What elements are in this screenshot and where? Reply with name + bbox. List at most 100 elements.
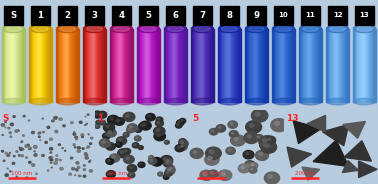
Circle shape [75,175,76,176]
Text: S: S [3,114,9,123]
Circle shape [14,155,15,157]
Circle shape [127,128,133,133]
Circle shape [251,109,268,122]
Circle shape [50,138,53,140]
Circle shape [181,145,183,147]
Text: 5: 5 [192,114,198,123]
Bar [61,29,62,102]
Bar [314,29,315,102]
Text: 2: 2 [65,11,71,20]
Circle shape [141,124,143,126]
Bar [21,29,22,102]
Circle shape [38,132,40,134]
Circle shape [106,143,115,150]
Circle shape [85,154,88,156]
Circle shape [106,125,109,128]
Bar [197,29,198,102]
Ellipse shape [138,98,160,105]
Bar [119,29,121,102]
Bar [208,29,209,102]
Bar [88,29,89,102]
Bar [305,29,306,102]
Bar [229,29,231,102]
Bar [5,29,6,102]
Bar [125,29,126,102]
Bar [116,29,117,102]
Bar [101,29,102,102]
Bar [93,29,94,102]
Circle shape [45,141,47,143]
Circle shape [244,132,259,144]
Circle shape [139,146,141,148]
Circle shape [251,164,254,166]
Polygon shape [342,161,358,173]
Bar [357,29,358,102]
Bar [110,29,112,102]
Circle shape [71,122,73,124]
Circle shape [77,150,80,152]
Circle shape [264,144,269,147]
Bar [363,29,364,102]
Circle shape [34,151,35,152]
Ellipse shape [357,26,372,31]
Bar [358,29,359,102]
Bar [173,29,174,102]
Bar [20,29,21,102]
Bar [341,29,342,102]
Circle shape [178,121,180,123]
Bar [32,29,33,102]
Circle shape [42,155,44,156]
Bar [142,29,143,102]
Circle shape [82,136,84,137]
Bar [103,29,104,102]
Bar [304,29,305,102]
Bar [355,29,356,102]
Bar [186,29,187,102]
Circle shape [23,135,24,136]
Bar [166,29,167,102]
Circle shape [268,138,271,140]
Bar [220,6,240,25]
Bar [145,29,146,102]
Bar [222,29,223,102]
Bar [149,29,150,102]
Bar [40,29,42,102]
Circle shape [140,121,151,130]
Circle shape [177,120,184,126]
Circle shape [203,172,207,176]
Circle shape [138,146,143,150]
Bar [144,29,145,102]
Ellipse shape [191,25,214,33]
Circle shape [132,143,139,148]
Bar [192,29,194,102]
Bar [51,29,52,102]
Bar [256,29,257,102]
Bar [311,29,313,102]
Circle shape [165,159,173,165]
Circle shape [86,123,87,124]
Circle shape [153,127,165,136]
Bar [118,29,119,102]
Ellipse shape [218,98,240,105]
Bar [84,29,85,102]
Bar [8,29,9,102]
Circle shape [90,143,91,144]
Circle shape [77,147,81,149]
Bar [307,29,308,102]
Ellipse shape [276,26,291,31]
Circle shape [25,145,28,147]
Bar [302,29,303,102]
Ellipse shape [249,26,264,31]
Bar [35,29,36,102]
Circle shape [166,167,175,174]
Circle shape [28,147,31,150]
Circle shape [246,152,249,155]
Circle shape [123,132,129,137]
Bar [345,29,346,102]
Bar [207,29,208,102]
Bar [76,29,77,102]
Bar [113,29,114,102]
Circle shape [263,139,267,142]
Circle shape [106,158,114,164]
Circle shape [177,124,179,126]
